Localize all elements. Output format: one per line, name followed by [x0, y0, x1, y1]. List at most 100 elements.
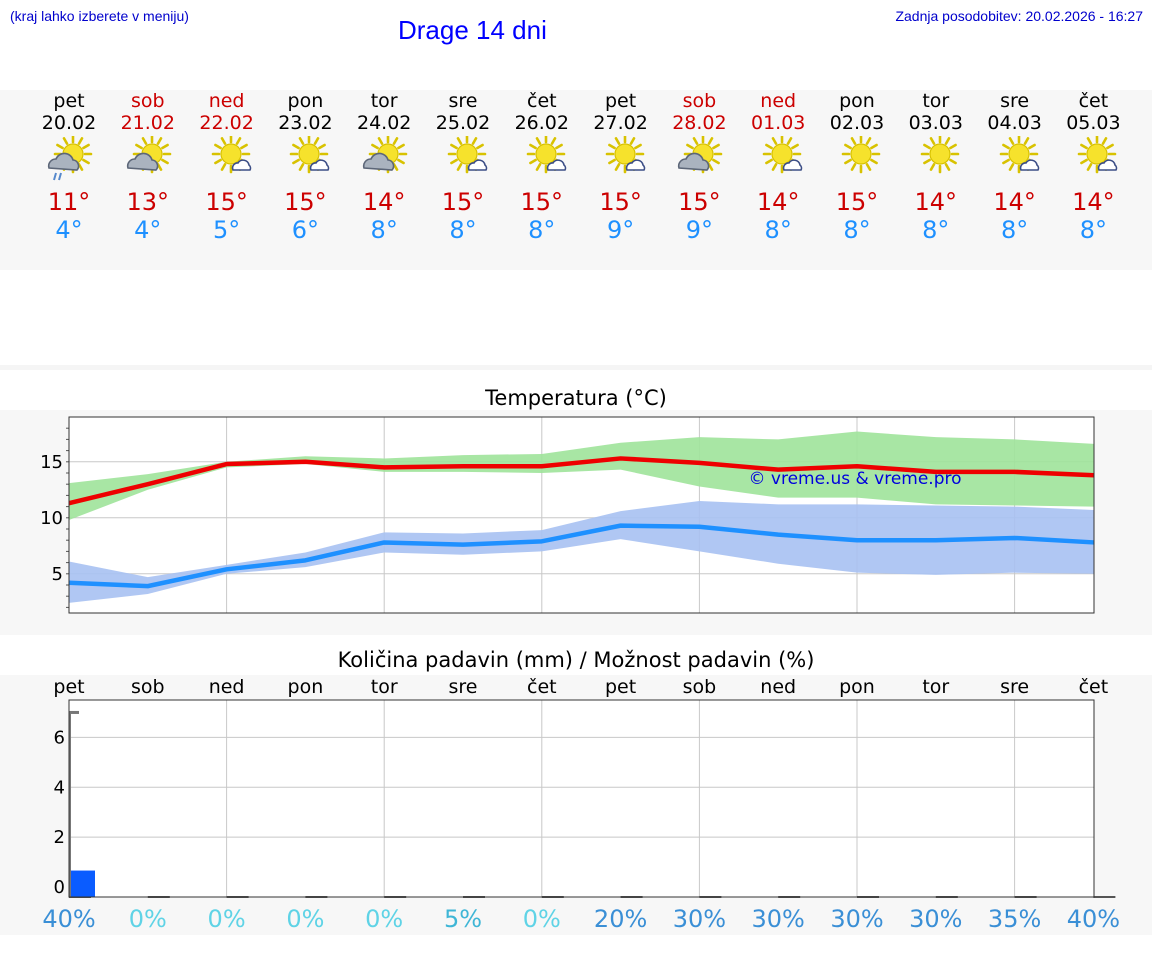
x-category-label: sob — [131, 676, 165, 698]
sun-cloud-icon — [678, 136, 723, 174]
sun-cloud-rain-icon — [47, 136, 93, 181]
day-name: pon — [839, 90, 875, 112]
sun-small-cloud-icon — [447, 136, 488, 174]
day-column: ned 01.03 14° 8° — [738, 90, 818, 244]
temp-max: 15° — [599, 188, 642, 216]
temp-min: 8° — [764, 216, 792, 244]
temp-min: 8° — [449, 216, 477, 244]
forecast-days-panel — [0, 90, 1152, 270]
range-band-max — [69, 431, 1094, 521]
y-tick-label: 2 — [54, 827, 65, 848]
day-name: pon — [287, 90, 324, 112]
sun-cloud-icon — [363, 136, 408, 174]
temp-min: 4° — [55, 216, 83, 244]
sun-icon — [841, 136, 881, 174]
precip-probability: 5% — [444, 905, 482, 933]
precip-probability: 30% — [830, 905, 883, 933]
day-name: čet — [527, 90, 557, 112]
temp-min: 8° — [1000, 216, 1029, 244]
temp-min: 6° — [291, 216, 320, 244]
plot-frame — [68, 416, 1095, 614]
day-date: 24.02 — [356, 112, 412, 134]
precip-probability: 0% — [523, 905, 561, 933]
day-date: 20.02 — [41, 112, 97, 134]
day-date: 28.02 — [672, 112, 727, 134]
x-category-label: tor — [922, 676, 949, 698]
x-category-label: čet — [527, 676, 557, 698]
temp-min: 8° — [370, 216, 398, 244]
day-name: tor — [370, 90, 398, 112]
precipitation-chart-title: Količina padavin (mm) / Možnost padavin … — [337, 648, 815, 672]
sun-small-cloud-icon — [526, 136, 567, 174]
sun-small-cloud-icon — [290, 136, 330, 174]
day-name: tor — [922, 90, 950, 112]
day-column: sob 28.02 15° 9° — [659, 90, 739, 244]
day-date: 27.02 — [593, 112, 648, 134]
temp-max: 14° — [1072, 188, 1115, 216]
day-date: 04.03 — [987, 112, 1042, 134]
temp-min: 4° — [134, 216, 162, 244]
temp-max: 14° — [756, 188, 800, 216]
day-name: ned — [208, 90, 245, 112]
y-tick-label: 0 — [54, 877, 65, 898]
day-column: pet 27.02 15° 9° — [581, 90, 661, 244]
temp-max: 15° — [284, 188, 327, 216]
x-category-label: čet — [1079, 676, 1109, 698]
series-line-min — [68, 523, 1095, 589]
plot-frame — [68, 699, 1095, 898]
day-column: tor 24.02 14° 8° — [344, 90, 424, 244]
day-name: čet — [1078, 90, 1109, 112]
temp-min: 9° — [685, 216, 714, 244]
precip-probability: 35% — [988, 905, 1041, 933]
temp-max: 14° — [362, 188, 406, 216]
day-date: 22.02 — [199, 112, 254, 134]
day-name: sob — [682, 90, 717, 112]
precip-probability: 0% — [286, 905, 324, 933]
y-tick-label: 10 — [40, 508, 63, 529]
temp-max: 14° — [914, 188, 958, 216]
x-category-label: pon — [839, 676, 875, 698]
temp-min: 8° — [528, 216, 556, 244]
x-category-label: tor — [371, 676, 398, 698]
page-title: Drage 14 dni — [398, 15, 547, 45]
sun-small-cloud-icon — [1078, 136, 1118, 174]
day-name: sob — [131, 90, 165, 112]
precip-probability: 0% — [129, 905, 167, 933]
divider — [0, 365, 1152, 370]
day-column: sre 25.02 15° 8° — [423, 90, 503, 244]
temp-max: 11° — [47, 188, 91, 216]
day-name: pet — [604, 90, 637, 112]
x-category-label: sob — [683, 676, 717, 698]
day-column: tor 03.03 14° 8° — [896, 90, 976, 244]
temp-max: 15° — [678, 188, 721, 216]
x-category-label: ned — [760, 676, 796, 698]
temp-min: 5° — [212, 216, 241, 244]
temperature-chart-title: Temperatura (°C) — [485, 386, 667, 410]
plot-area — [69, 700, 1094, 897]
region-hint: (kraj lahko izberete v meniju) — [10, 8, 189, 24]
day-column: čet 05.03 14° 8° — [1053, 90, 1133, 244]
temp-max: 15° — [520, 188, 564, 216]
precip-probability: 30% — [909, 905, 962, 933]
day-column: pon 02.03 15° 8° — [817, 90, 897, 244]
sun-icon — [920, 136, 960, 174]
precip-probability: 20% — [594, 905, 647, 933]
temp-min: 8° — [922, 216, 950, 244]
day-name: ned — [760, 90, 797, 112]
sun-small-cloud-icon — [999, 136, 1039, 174]
day-date: 02.03 — [829, 112, 885, 134]
temp-min: 8° — [843, 216, 871, 244]
x-category-label: pon — [288, 676, 324, 698]
x-category-label: pet — [53, 676, 84, 698]
series-line-max — [68, 456, 1095, 506]
temp-max: 15° — [441, 188, 485, 216]
day-date: 23.02 — [278, 112, 333, 134]
temp-min: 9° — [606, 216, 635, 244]
last-updated: Zadnja posodobitev: 20.02.2026 - 16:27 — [895, 8, 1143, 24]
day-column: pet 20.02 11° 4° — [29, 90, 109, 244]
precip-probability: 0% — [365, 905, 403, 933]
temp-max: 15° — [205, 188, 248, 216]
day-column: pon 23.02 15° 6° — [265, 90, 345, 244]
